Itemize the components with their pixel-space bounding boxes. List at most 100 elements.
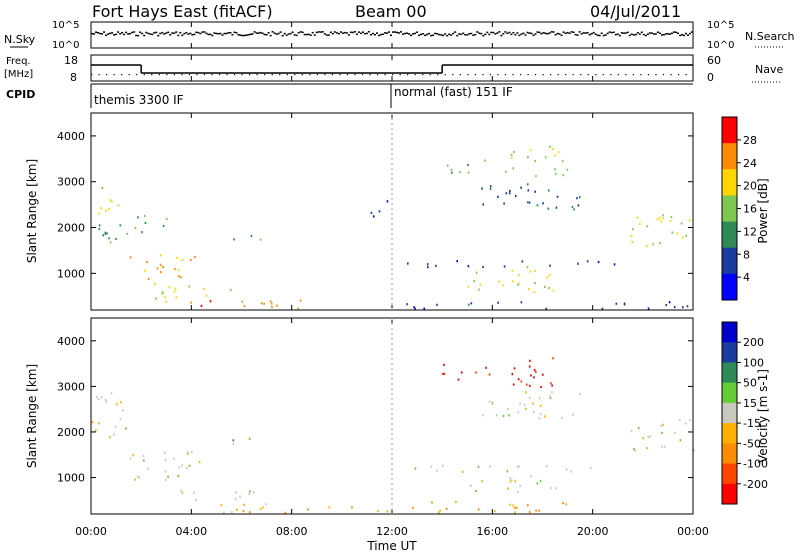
data-cell [520, 186, 522, 189]
colorbar-tick-label: 16 [743, 203, 757, 216]
data-cell [119, 224, 122, 227]
data-cell [482, 414, 484, 417]
data-cell [686, 305, 689, 308]
nsky-point [245, 34, 248, 36]
nsky-point [510, 33, 513, 36]
data-cell [299, 299, 302, 302]
nsky-point [626, 31, 629, 34]
nsky-point [281, 34, 284, 37]
data-cell [662, 423, 664, 426]
nsky-point [139, 31, 142, 33]
power-y-axis: 4000 3000 2000 1000 [57, 130, 693, 280]
data-cell [671, 231, 674, 234]
nsky-point [357, 31, 360, 33]
data-cell [407, 262, 409, 265]
nsky-point [568, 32, 571, 35]
data-cell [114, 425, 117, 428]
data-cell [269, 300, 272, 303]
data-cell [134, 226, 137, 229]
data-cell [125, 427, 127, 430]
colorbar-swatch [722, 483, 737, 505]
data-cell [190, 301, 193, 304]
nsky-point [566, 31, 569, 34]
data-cell [461, 470, 464, 473]
power-ylabel: Slant Range [km] [25, 159, 39, 263]
data-cell [543, 285, 546, 288]
nsky-point [267, 32, 270, 34]
data-cell [134, 478, 136, 481]
data-cell [551, 391, 553, 394]
data-cell [467, 265, 470, 268]
nsky-point [448, 33, 451, 36]
nave-point [361, 74, 364, 76]
data-cell [544, 156, 547, 159]
nave-label: Nave [755, 63, 783, 76]
data-cell [508, 192, 511, 195]
data-cell [482, 203, 485, 206]
data-cell [181, 258, 184, 262]
nsky-point [396, 31, 399, 34]
nsky-point [287, 33, 290, 35]
data-cell [249, 490, 251, 493]
colorbar-tick-label: 8 [743, 248, 750, 261]
data-cell [165, 478, 167, 481]
colorbar-swatch [722, 362, 737, 384]
nsky-point [552, 31, 555, 33]
nave-point [203, 74, 206, 76]
data-cell [431, 501, 433, 504]
nsky-point [93, 33, 96, 35]
station-title: Fort Hays East (fitACF) [92, 2, 273, 21]
data-cell [95, 429, 97, 432]
data-cell [601, 307, 604, 310]
data-cell [533, 368, 536, 372]
data-cell [551, 384, 553, 387]
data-cell [91, 421, 94, 424]
data-cell [507, 487, 509, 490]
nsky-point [177, 34, 180, 37]
nsky-point [616, 33, 619, 35]
nave-point [677, 74, 680, 76]
nave-point [587, 74, 589, 76]
data-cell [488, 400, 491, 403]
nsky-point [265, 33, 268, 36]
data-cell [484, 159, 486, 162]
nsky-point [375, 32, 378, 34]
data-cell [536, 482, 539, 485]
data-cell [663, 445, 666, 448]
nave-point [422, 74, 424, 76]
nsky-point [165, 32, 168, 34]
data-cell [110, 392, 113, 395]
nave-point [369, 74, 371, 76]
y-tick-label: 2000 [57, 426, 85, 439]
data-cell [674, 431, 676, 435]
nsky-point [189, 32, 192, 35]
data-cell [532, 410, 535, 414]
data-cell [119, 418, 122, 421]
nsky-point [347, 34, 350, 36]
data-cell [636, 216, 639, 219]
nsky-point [153, 32, 156, 34]
nsky-point [145, 31, 148, 34]
nsky-tick-bottom: 10^0 [52, 40, 79, 51]
colorbar-swatch [722, 402, 737, 424]
data-cell [535, 509, 537, 512]
nave-point [670, 74, 672, 76]
data-cell [142, 454, 145, 457]
data-cell [517, 411, 520, 414]
data-cell [539, 413, 542, 416]
colorbar-swatch [722, 342, 737, 363]
nsky-point [418, 34, 421, 37]
nsky-point [127, 33, 130, 35]
data-cell [179, 276, 182, 279]
data-cell [456, 260, 459, 263]
data-cell [172, 457, 175, 460]
nsky-point [99, 32, 102, 35]
nsky-point [672, 31, 675, 33]
data-cell [263, 302, 265, 305]
colorbar-swatch [722, 443, 737, 465]
data-cell [566, 168, 569, 171]
nsky-point [458, 33, 461, 35]
colorbar-swatch [722, 195, 737, 223]
nave-point [625, 74, 627, 76]
data-cell [510, 156, 513, 159]
